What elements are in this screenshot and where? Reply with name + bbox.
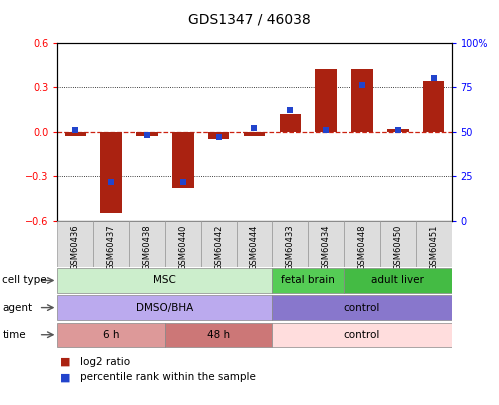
Bar xyxy=(136,132,158,136)
Bar xyxy=(57,323,165,347)
Text: GSM60438: GSM60438 xyxy=(143,224,152,270)
Bar xyxy=(93,221,129,267)
Bar xyxy=(208,132,230,139)
Text: GSM60436: GSM60436 xyxy=(71,224,80,270)
Text: GSM60451: GSM60451 xyxy=(429,224,438,270)
Bar xyxy=(244,132,265,136)
Text: GSM60437: GSM60437 xyxy=(107,224,116,270)
Text: control: control xyxy=(344,303,380,313)
Bar xyxy=(201,221,237,267)
Bar xyxy=(57,221,93,267)
Bar xyxy=(315,69,337,132)
Bar xyxy=(272,269,344,292)
Text: log2 ratio: log2 ratio xyxy=(80,357,130,367)
Text: DMSO/BHA: DMSO/BHA xyxy=(136,303,194,313)
Text: 6 h: 6 h xyxy=(103,330,119,340)
Text: GSM60450: GSM60450 xyxy=(393,224,402,270)
Bar xyxy=(165,221,201,267)
Bar xyxy=(272,323,452,347)
Bar xyxy=(344,221,380,267)
Text: time: time xyxy=(2,330,26,340)
Text: percentile rank within the sample: percentile rank within the sample xyxy=(80,372,255,382)
Bar xyxy=(129,221,165,267)
Bar xyxy=(272,221,308,267)
Bar xyxy=(64,132,86,136)
Text: GSM60434: GSM60434 xyxy=(322,224,331,270)
Bar xyxy=(100,132,122,213)
Text: fetal brain: fetal brain xyxy=(281,275,335,286)
Text: agent: agent xyxy=(2,303,32,313)
Text: ■: ■ xyxy=(60,357,70,367)
Bar xyxy=(387,129,409,132)
Bar xyxy=(344,269,452,292)
Text: GSM60444: GSM60444 xyxy=(250,224,259,270)
Text: control: control xyxy=(344,330,380,340)
Text: GDS1347 / 46038: GDS1347 / 46038 xyxy=(188,13,311,27)
Text: GSM60440: GSM60440 xyxy=(178,224,187,270)
Bar xyxy=(351,69,373,132)
Bar xyxy=(57,269,272,292)
Text: cell type: cell type xyxy=(2,275,47,286)
Bar xyxy=(423,81,445,132)
Bar xyxy=(172,132,194,188)
Bar xyxy=(237,221,272,267)
Bar xyxy=(416,221,452,267)
Text: MSC: MSC xyxy=(154,275,176,286)
Text: GSM60433: GSM60433 xyxy=(286,224,295,270)
Text: GSM60442: GSM60442 xyxy=(214,224,223,270)
Text: ■: ■ xyxy=(60,372,70,382)
Bar xyxy=(308,221,344,267)
Text: adult liver: adult liver xyxy=(371,275,424,286)
Bar xyxy=(165,323,272,347)
Bar xyxy=(272,296,452,320)
Text: 48 h: 48 h xyxy=(207,330,230,340)
Bar xyxy=(279,114,301,132)
Text: GSM60448: GSM60448 xyxy=(357,224,366,270)
Bar xyxy=(380,221,416,267)
Bar xyxy=(57,296,272,320)
